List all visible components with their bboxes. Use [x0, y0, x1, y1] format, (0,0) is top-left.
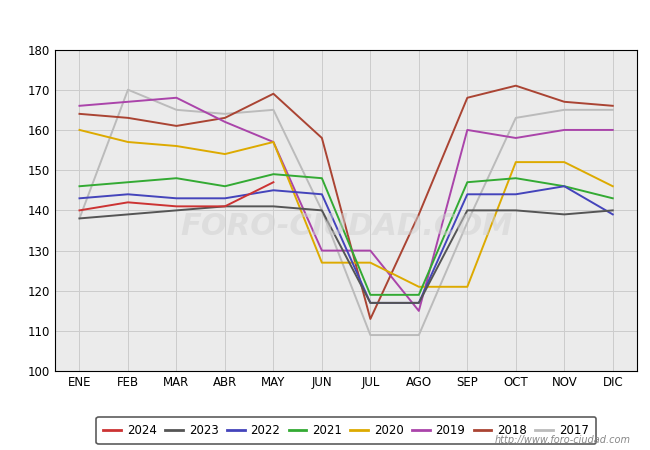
Text: FORO-CIUDAD.COM: FORO-CIUDAD.COM [180, 212, 512, 241]
Text: http://www.foro-ciudad.com: http://www.foro-ciudad.com [495, 435, 630, 445]
Legend: 2024, 2023, 2022, 2021, 2020, 2019, 2018, 2017: 2024, 2023, 2022, 2021, 2020, 2019, 2018… [96, 417, 596, 444]
Text: Afiliados en Preixens a 31/5/2024: Afiliados en Preixens a 31/5/2024 [174, 11, 476, 29]
